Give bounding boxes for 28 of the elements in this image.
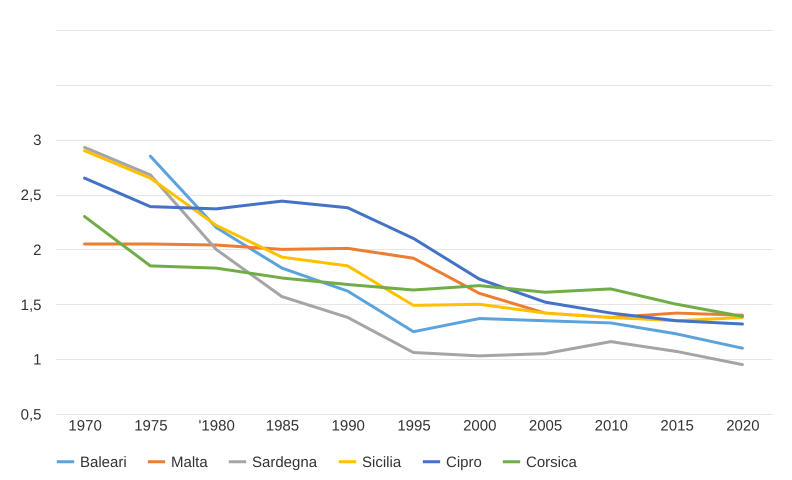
- legend-label: Cipro: [446, 454, 482, 471]
- x-tick-label: 2005: [528, 418, 562, 434]
- y-tick-label: 0,5: [20, 406, 42, 424]
- x-tick-label: '1980: [198, 418, 235, 434]
- legend-label: Corsica: [526, 454, 578, 471]
- legend-label: Sardegna: [252, 454, 318, 471]
- legend-label: Sicilia: [362, 454, 402, 471]
- y-tick-label: 1,5: [20, 296, 42, 314]
- x-tick-label: 1975: [134, 418, 168, 434]
- x-tick-label: 2015: [660, 418, 694, 434]
- legend-label: Malta: [171, 454, 208, 471]
- x-tick-label: 1990: [332, 418, 365, 434]
- x-tick-label: 2020: [726, 418, 760, 434]
- line-series: [83, 215, 744, 318]
- line-series: [148, 154, 744, 350]
- legend-label: Baleari: [80, 454, 127, 471]
- x-tick-label: 2010: [594, 418, 628, 434]
- x-tick-label: 1970: [68, 418, 102, 434]
- line-series: [83, 176, 744, 326]
- x-tick-label: 1985: [266, 418, 300, 434]
- y-tick-label: 3: [33, 132, 42, 150]
- x-tick-label: 2000: [463, 418, 496, 434]
- line-series: [83, 146, 744, 366]
- x-tick-label: 1995: [397, 418, 431, 434]
- y-tick-label: 2: [33, 242, 42, 259]
- y-tick-label: 1: [33, 352, 42, 369]
- line-series: [83, 149, 744, 322]
- y-tick-label: 2,5: [20, 187, 42, 204]
